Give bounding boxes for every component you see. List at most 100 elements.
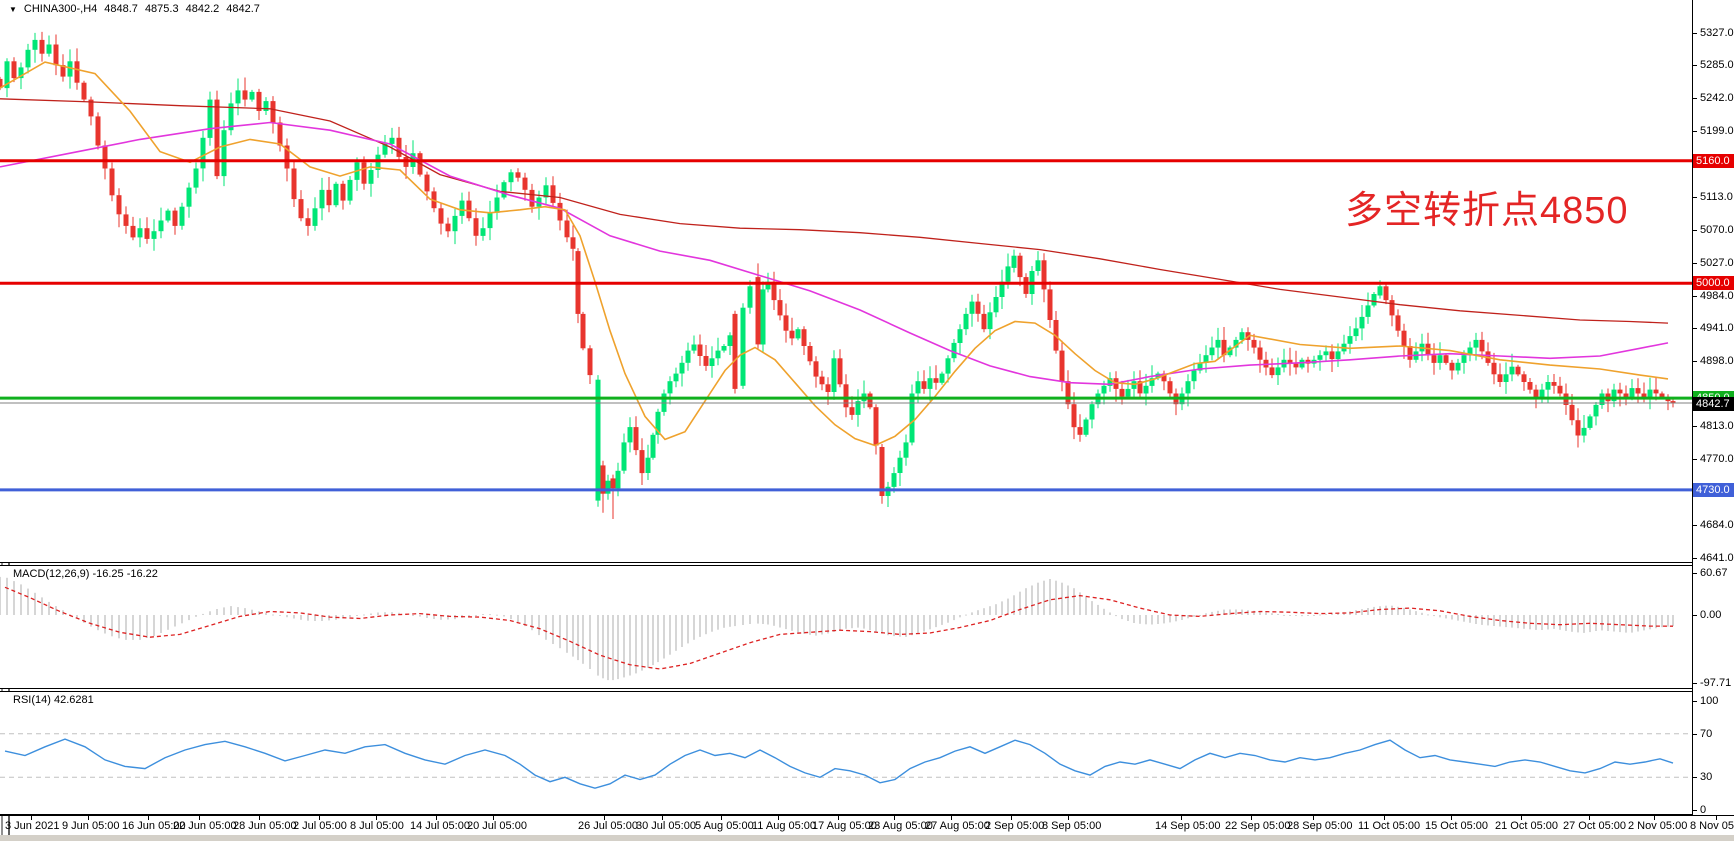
symbol-name: CHINA300-,H4 <box>23 3 98 15</box>
annotation-text[interactable]: 多空转折点4850 <box>1345 190 1629 232</box>
candle <box>595 379 601 501</box>
candle <box>1323 351 1329 356</box>
candle <box>1203 355 1209 363</box>
candle <box>1635 388 1641 394</box>
time-tick <box>1011 816 1012 820</box>
price-tick <box>1692 558 1697 559</box>
candle <box>627 427 633 443</box>
time-tick <box>838 816 839 820</box>
candle <box>256 91 262 111</box>
candle <box>1257 347 1263 360</box>
candle <box>116 195 122 215</box>
candle <box>849 407 855 415</box>
candle <box>709 358 715 366</box>
candle <box>53 44 59 66</box>
candle <box>1287 359 1293 364</box>
candle <box>1521 374 1527 382</box>
price-chart-panel[interactable] <box>0 0 1692 563</box>
price-level-tag: 4730.0 <box>1693 483 1734 497</box>
candle <box>1491 362 1497 375</box>
candle <box>522 177 528 190</box>
candle <box>1011 255 1017 268</box>
rsi-panel[interactable] <box>0 691 1692 815</box>
candle <box>1617 389 1623 394</box>
price-tick-label: 4641.0 <box>1700 552 1734 564</box>
candle <box>831 358 837 392</box>
candle <box>1335 351 1341 360</box>
time-tick <box>376 816 377 820</box>
candle <box>825 384 831 392</box>
price-tick <box>1692 361 1697 362</box>
candle <box>667 381 673 394</box>
candle <box>158 220 164 232</box>
time-tick <box>604 816 605 820</box>
time-tick-label: 28 Jun 05:00 <box>233 820 297 832</box>
candle <box>1251 339 1257 348</box>
candle <box>1317 355 1323 360</box>
candle <box>452 215 458 232</box>
candle <box>1587 416 1593 428</box>
candle <box>789 330 795 339</box>
macd-tick-label: -97.71 <box>1700 677 1732 689</box>
candle <box>1551 382 1557 386</box>
candle <box>1653 389 1659 394</box>
candle <box>144 228 150 239</box>
candle <box>740 307 746 386</box>
candle <box>32 39 38 50</box>
candle <box>179 206 185 226</box>
candle <box>777 300 783 316</box>
candle <box>340 183 346 201</box>
time-tick-label: 8 Sep 05:00 <box>1042 820 1102 832</box>
candle <box>891 473 897 487</box>
horizontal-levels-layer <box>0 159 1692 492</box>
ohlc-close: 4842.7 <box>226 3 260 15</box>
candle <box>969 301 975 314</box>
candle <box>564 220 570 238</box>
candle <box>228 103 234 131</box>
candle <box>130 225 136 238</box>
ma-fast-orange-line <box>0 61 1669 447</box>
macd-signal-line <box>4 586 1674 670</box>
candle <box>951 342 957 359</box>
rsi-tick <box>1692 734 1697 735</box>
time-tick <box>199 816 200 820</box>
candle <box>621 442 627 471</box>
chevron-down-icon[interactable]: ▼ <box>9 4 17 14</box>
candle <box>1191 370 1197 382</box>
price-tick-label: 5027.0 <box>1700 257 1734 269</box>
price-tick-label: 4898.0 <box>1700 355 1734 367</box>
time-tick-label: 11 Oct 05:00 <box>1358 820 1421 832</box>
time-tick <box>31 816 32 820</box>
candle <box>1581 427 1587 436</box>
candle <box>424 174 430 192</box>
macd-panel[interactable] <box>0 565 1692 689</box>
candle <box>1659 393 1665 398</box>
candle <box>921 381 927 389</box>
candle <box>1119 388 1125 397</box>
price-tick <box>1692 328 1697 329</box>
candle <box>903 442 909 458</box>
candle <box>867 393 873 408</box>
candle <box>1023 277 1029 294</box>
macd-histogram <box>0 576 1674 681</box>
candle <box>1641 393 1647 398</box>
candle <box>1431 355 1437 363</box>
candle <box>673 373 679 382</box>
price-tick-label: 5327.0 <box>1700 27 1734 39</box>
candle <box>580 313 586 349</box>
rsi-line <box>4 738 1674 789</box>
candle <box>732 313 738 389</box>
candle <box>389 137 395 144</box>
candle <box>501 182 507 198</box>
candle <box>795 329 801 339</box>
candle <box>1455 362 1461 371</box>
macd-tick <box>1692 573 1697 574</box>
candle <box>319 189 325 209</box>
candle <box>975 301 981 314</box>
time-tick-label: 3 Jun 2021 <box>5 820 60 832</box>
candle <box>1101 385 1107 394</box>
candle <box>88 99 94 117</box>
price-tick-label: 4684.0 <box>1700 519 1734 531</box>
price-tick-label: 5242.0 <box>1700 92 1734 104</box>
